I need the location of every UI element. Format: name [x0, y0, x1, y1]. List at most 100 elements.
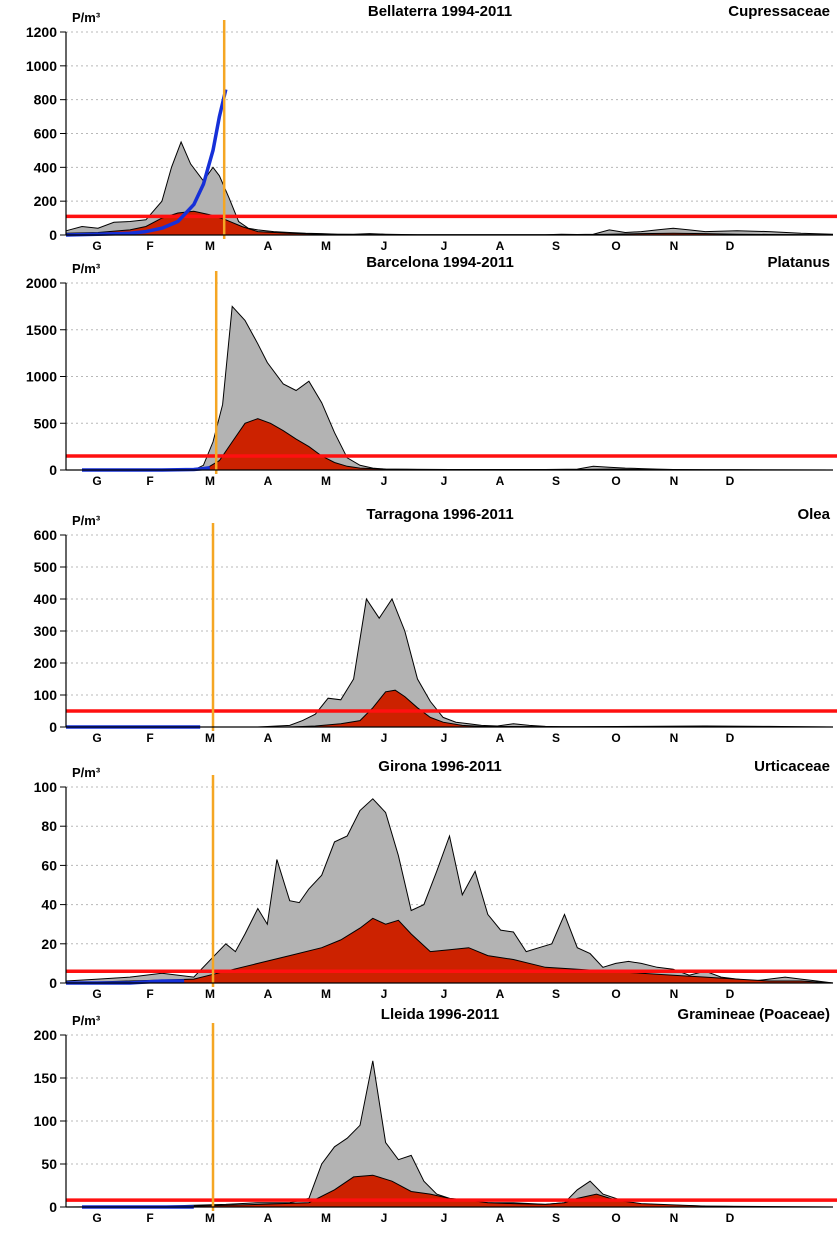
chart-1-current-year-line — [65, 89, 228, 237]
chart-3-ytick-label: 400 — [34, 591, 58, 607]
chart-2-month-label: N — [670, 474, 679, 488]
chart-1-month-label: F — [146, 239, 153, 253]
chart-5-month-label: G — [92, 1211, 101, 1225]
chart-2-month-label: G — [92, 474, 101, 488]
chart-1-max-outline — [65, 140, 834, 236]
chart-4-month-label: D — [726, 987, 735, 1001]
chart-3-month-label: D — [726, 731, 735, 745]
chart-4-month-label: G — [92, 987, 101, 1001]
chart-3-ytick-label: 300 — [34, 623, 58, 639]
chart-2-title: Barcelona 1994-2011 — [366, 254, 514, 271]
chart-5-month-label: F — [146, 1211, 153, 1225]
chart-2-month-label: A — [496, 474, 505, 488]
chart-3-month-label: F — [146, 731, 153, 745]
chart-1-month-label: A — [264, 239, 273, 253]
chart-2-month-label: S — [552, 474, 560, 488]
chart-5-month-label: J — [381, 1211, 388, 1225]
chart-3-month-label: J — [381, 731, 388, 745]
chart-3-month-label: N — [670, 731, 679, 745]
chart-4-mean-area — [66, 918, 833, 983]
chart-3-title: Tarragona 1996-2011 — [366, 506, 513, 523]
chart-5-month-label: M — [205, 1211, 215, 1225]
chart-4-max-area — [66, 798, 833, 983]
chart-3-ytick-label: 500 — [34, 559, 58, 575]
chart-3-month-label: G — [92, 731, 101, 745]
chart-4-ylabel: P/m³ — [72, 765, 101, 780]
chart-3-ytick-label: 600 — [34, 527, 58, 543]
chart-5-month-label: A — [264, 1211, 273, 1225]
chart-4-month-label: S — [552, 987, 560, 1001]
chart-3-taxon: Olea — [797, 506, 830, 523]
chart-1-ytick-label: 200 — [34, 193, 58, 209]
chart-1-ytick-label: 400 — [34, 159, 58, 175]
chart-3-month-label: A — [496, 731, 505, 745]
chart-4-month-label: A — [496, 987, 505, 1001]
chart-1-max-area — [66, 142, 833, 235]
chart-2-ytick-label: 2000 — [26, 275, 57, 291]
chart-5-ytick-label: 200 — [34, 1027, 58, 1043]
chart-3-month-label: J — [441, 731, 448, 745]
chart-4-max-outline — [65, 798, 834, 984]
chart-2-month-label: J — [381, 474, 388, 488]
chart-1-month-label: O — [611, 239, 620, 253]
chart-4-ytick-label: 40 — [41, 897, 57, 913]
chart-4-month-label: F — [146, 987, 153, 1001]
chart-2-ytick-label: 1500 — [26, 322, 57, 338]
chart-1-month-label: S — [552, 239, 560, 253]
chart-1-ytick-label: 0 — [49, 227, 57, 243]
chart-4-ytick-label: 0 — [49, 975, 57, 991]
chart-3-month-label: M — [205, 731, 215, 745]
chart-4-month-label: O — [611, 987, 620, 1001]
chart-1-month-label: N — [670, 239, 679, 253]
chart-1-month-label: M — [205, 239, 215, 253]
chart-2-month-label: D — [726, 474, 735, 488]
chart-2-max-outline — [66, 305, 834, 471]
chart-2-ylabel: P/m³ — [72, 261, 101, 276]
chart-1-taxon: Cupressaceae — [728, 3, 830, 20]
chart-2-month-label: J — [441, 474, 448, 488]
chart-3-ytick-label: 100 — [34, 687, 58, 703]
chart-5-month-label: A — [496, 1211, 505, 1225]
chart-5-ytick-label: 50 — [41, 1156, 57, 1172]
chart-4-month-label: N — [670, 987, 679, 1001]
chart-4-month-label: M — [205, 987, 215, 1001]
chart-5-mean-area — [66, 1175, 833, 1207]
chart-1-ylabel: P/m³ — [72, 10, 101, 25]
chart-5-title: Lleida 1996-2011 — [381, 1006, 499, 1023]
chart-2-month-label: M — [321, 474, 331, 488]
chart-1-ytick-label: 1000 — [26, 58, 57, 74]
chart-5-month-label: O — [611, 1211, 620, 1225]
chart-2-ytick-label: 500 — [34, 415, 58, 431]
chart-1-ytick-label: 600 — [34, 126, 58, 142]
chart-4-ytick-label: 20 — [41, 936, 57, 952]
chart-4-title: Girona 1996-2011 — [378, 758, 501, 775]
chart-2-month-label: M — [205, 474, 215, 488]
chart-4-ytick-label: 60 — [41, 857, 57, 873]
chart-2-ytick-label: 0 — [49, 462, 57, 478]
chart-4-taxon: Urticaceae — [754, 758, 830, 775]
chart-4-mean-outline — [65, 917, 834, 984]
chart-5-ytick-label: 100 — [34, 1113, 58, 1129]
chart-3-month-label: O — [611, 731, 620, 745]
chart-5-taxon: Gramineae (Poaceae) — [677, 1006, 830, 1023]
chart-3-ytick-label: 200 — [34, 655, 58, 671]
chart-5-max-outline — [66, 1060, 833, 1208]
chart-2-mean-outline — [66, 418, 834, 471]
chart-2-month-label: O — [611, 474, 620, 488]
chart-4-month-label: J — [441, 987, 448, 1001]
chart-2-mean-area — [66, 418, 833, 470]
chart-5-month-label: J — [441, 1211, 448, 1225]
chart-1-month-label: M — [321, 239, 331, 253]
chart-2-ytick-label: 1000 — [26, 369, 57, 385]
chart-4-ytick-label: 100 — [34, 779, 58, 795]
chart-3-month-label: M — [321, 731, 331, 745]
chart-2-month-label: F — [146, 474, 153, 488]
chart-3-ytick-label: 0 — [49, 719, 57, 735]
chart-4-month-label: A — [264, 987, 273, 1001]
chart-5-month-label: D — [726, 1211, 735, 1225]
chart-2-max-area — [66, 306, 833, 470]
chart-4-month-label: J — [381, 987, 388, 1001]
chart-5-month-label: N — [670, 1211, 679, 1225]
chart-1-ytick-label: 800 — [34, 92, 58, 108]
